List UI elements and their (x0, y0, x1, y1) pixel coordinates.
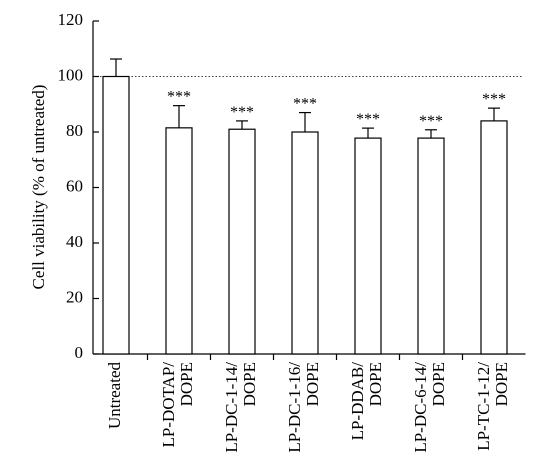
x-tick-label: LP-DC-1-16/ (285, 362, 304, 453)
x-tick-label: LP-DC-6-14/ (411, 362, 430, 453)
y-tick-label: 60 (66, 176, 83, 195)
bar (417, 137, 445, 355)
x-tick-label: DOPE (240, 362, 259, 406)
bar (354, 137, 382, 355)
y-tick-label: 100 (58, 65, 84, 84)
y-tick-label: 120 (58, 10, 84, 29)
significance-label: *** (419, 113, 443, 130)
bar (480, 120, 508, 355)
significance-label: *** (293, 96, 317, 113)
y-tick-label: 40 (66, 232, 83, 251)
x-tick-label: Untreated (105, 362, 124, 430)
significance-label: *** (356, 111, 380, 128)
y-tick-label: 0 (75, 343, 84, 362)
bar (228, 128, 256, 355)
x-tick-label: DOPE (492, 362, 511, 406)
significance-label: *** (482, 91, 506, 108)
bar (291, 131, 319, 355)
significance-label: *** (230, 104, 254, 121)
y-axis-label: Cell viability (% of untreated) (29, 85, 48, 290)
x-tick-label: DOPE (366, 362, 385, 406)
bar (165, 127, 193, 355)
bar (102, 75, 130, 355)
y-tick-label: 20 (66, 287, 83, 306)
x-tick-label: LP-DDAB/ (348, 362, 367, 441)
x-tick-label: DOPE (177, 362, 196, 406)
x-tick-label: LP-DOTAP/ (159, 362, 178, 448)
x-tick-label: LP-TC-1-12/ (474, 362, 493, 451)
y-tick-label: 80 (66, 121, 83, 140)
x-tick-label: LP-DC-1-14/ (222, 362, 241, 453)
significance-label: *** (167, 89, 191, 106)
x-tick-label: DOPE (429, 362, 448, 406)
x-tick-label: DOPE (303, 362, 322, 406)
